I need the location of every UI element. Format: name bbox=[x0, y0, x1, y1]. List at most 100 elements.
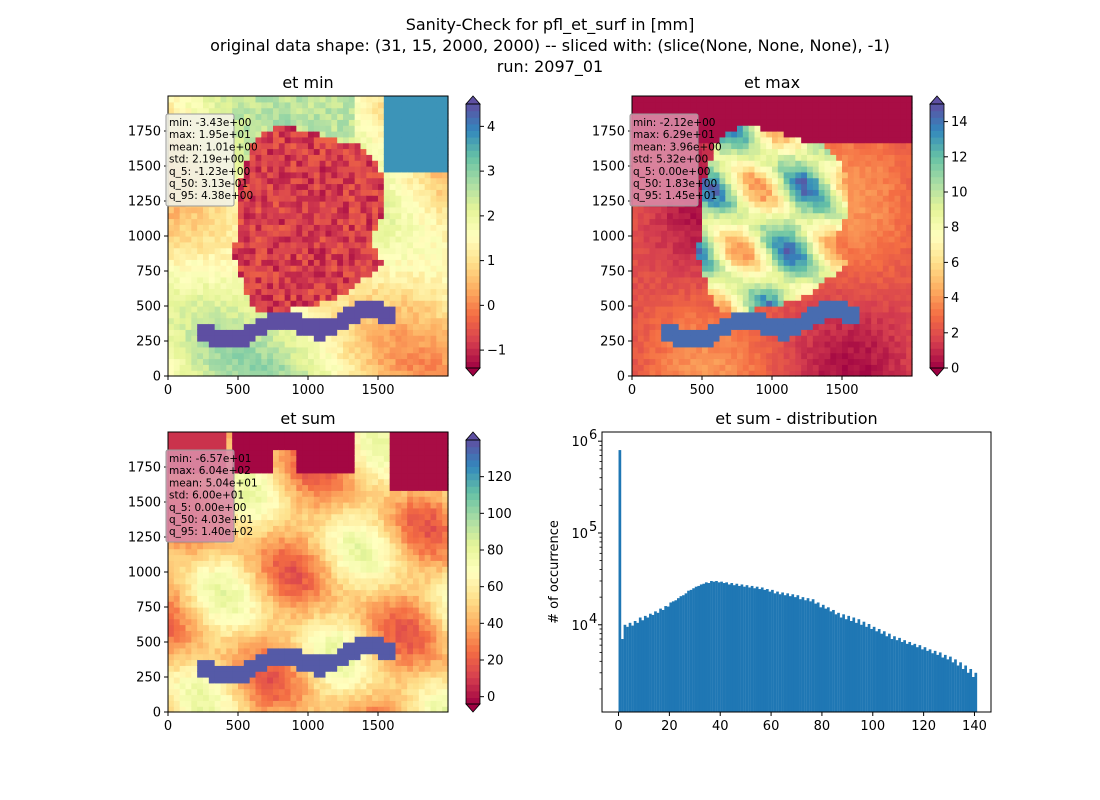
et-max-cell bbox=[847, 294, 855, 301]
et-max-cell bbox=[684, 370, 691, 377]
et-max-cell bbox=[789, 206, 796, 214]
et-min-cell bbox=[395, 288, 402, 295]
et-max-cell bbox=[795, 346, 802, 354]
et-max-cell bbox=[725, 206, 732, 214]
et-max-cell bbox=[847, 212, 855, 220]
et-max-cell bbox=[760, 166, 767, 173]
et-max-cell bbox=[783, 230, 791, 237]
et-max-cell bbox=[830, 341, 837, 348]
et-max-cell bbox=[865, 282, 872, 290]
et-max-cell bbox=[643, 294, 651, 301]
et-max-cell bbox=[807, 224, 814, 231]
et-max-cell bbox=[801, 107, 808, 115]
et-min-cell bbox=[331, 259, 338, 266]
et-max-cell bbox=[783, 247, 791, 255]
et-max-cell bbox=[888, 288, 896, 295]
et-max-cell bbox=[871, 317, 878, 325]
et-min-cell bbox=[255, 195, 262, 202]
et-max-cell bbox=[847, 96, 855, 103]
et-max-cell bbox=[772, 218, 779, 225]
et-max-cell bbox=[707, 259, 715, 266]
et-min-colorbar-segment bbox=[466, 222, 480, 230]
et-max-cell bbox=[842, 300, 849, 307]
et-min-cell bbox=[296, 364, 303, 371]
et-min-cell bbox=[343, 352, 350, 360]
et-min-cell bbox=[366, 107, 373, 115]
et-max-cell bbox=[643, 323, 651, 330]
et-min-cell bbox=[401, 241, 408, 249]
et-min-cell bbox=[249, 370, 257, 377]
et-sum-cell bbox=[185, 560, 192, 567]
et-min-cell bbox=[173, 212, 181, 220]
et-max-cell bbox=[702, 236, 709, 243]
et-max-cell bbox=[789, 131, 796, 138]
et-max-cell bbox=[818, 288, 826, 295]
et-max-cell bbox=[696, 329, 703, 336]
et-max-cell bbox=[702, 136, 709, 144]
et-min-cell bbox=[389, 364, 397, 371]
et-min-cell bbox=[220, 276, 227, 284]
et-max-cell bbox=[853, 195, 861, 202]
et-min-cell bbox=[191, 346, 198, 354]
et-max-cell bbox=[859, 300, 866, 307]
et-min-cell bbox=[208, 224, 216, 231]
et-max-cell bbox=[713, 177, 721, 185]
et-min-cell bbox=[261, 218, 268, 225]
et-max-cell bbox=[725, 101, 732, 109]
et-max-cell bbox=[807, 201, 814, 208]
et-max-cell bbox=[900, 148, 907, 155]
et-max-cell bbox=[830, 300, 837, 307]
et-max-cell bbox=[637, 358, 645, 365]
et-min-cell bbox=[302, 241, 309, 249]
et-min-cell bbox=[354, 352, 362, 360]
et-min-cell bbox=[354, 113, 362, 120]
et-max-cell bbox=[871, 230, 878, 237]
et-min-cell bbox=[296, 271, 303, 278]
et-max-cell bbox=[707, 218, 715, 225]
et-max-cell bbox=[807, 370, 814, 377]
et-sum-cell bbox=[179, 682, 187, 690]
et-max-cell bbox=[667, 364, 674, 371]
et-min-cell bbox=[319, 341, 327, 348]
et-max-cell bbox=[830, 113, 837, 120]
et-max-cell bbox=[760, 364, 767, 371]
et-max-cell bbox=[871, 101, 878, 109]
et-min-cell bbox=[255, 311, 262, 319]
et-sum-cell bbox=[185, 677, 192, 684]
et-max-cell bbox=[871, 160, 878, 167]
et-max-cell bbox=[742, 160, 750, 167]
et-min-cell bbox=[413, 236, 420, 243]
et-max-cell bbox=[707, 323, 715, 330]
et-max-cell bbox=[748, 171, 756, 179]
et-max-cell bbox=[830, 177, 837, 185]
et-max-colorbar-segment bbox=[930, 361, 944, 369]
et-min-cell bbox=[273, 189, 280, 196]
et-min-cell bbox=[360, 346, 367, 354]
et-min-cell bbox=[185, 271, 192, 278]
et-min-cell bbox=[436, 241, 443, 249]
et-min-cell bbox=[278, 230, 286, 237]
et-min-cell bbox=[261, 212, 268, 220]
et-min-cell bbox=[296, 201, 303, 208]
et-min-cell bbox=[360, 160, 367, 167]
et-max-cell bbox=[661, 96, 668, 103]
et-max-cell bbox=[684, 96, 691, 103]
et-min-cell bbox=[302, 142, 309, 150]
et-min-cell bbox=[337, 218, 344, 225]
et-min-cell bbox=[238, 253, 245, 260]
et-max-cell bbox=[871, 136, 878, 144]
et-max-cell bbox=[812, 288, 820, 295]
et-min-cell bbox=[308, 136, 315, 144]
et-max-colorbar-segment bbox=[930, 143, 944, 151]
et-min-cell bbox=[389, 253, 397, 260]
et-max-cell bbox=[830, 358, 837, 365]
et-max-cell bbox=[690, 218, 697, 225]
et-max-cell bbox=[754, 113, 761, 120]
et-max-cell bbox=[824, 253, 831, 260]
et-max-cell bbox=[847, 154, 855, 161]
et-min-cell bbox=[238, 125, 245, 132]
et-max-cell bbox=[690, 101, 697, 109]
et-sum-cell bbox=[185, 607, 192, 614]
et-max-cell bbox=[859, 218, 866, 225]
et-max-cell bbox=[777, 195, 785, 202]
